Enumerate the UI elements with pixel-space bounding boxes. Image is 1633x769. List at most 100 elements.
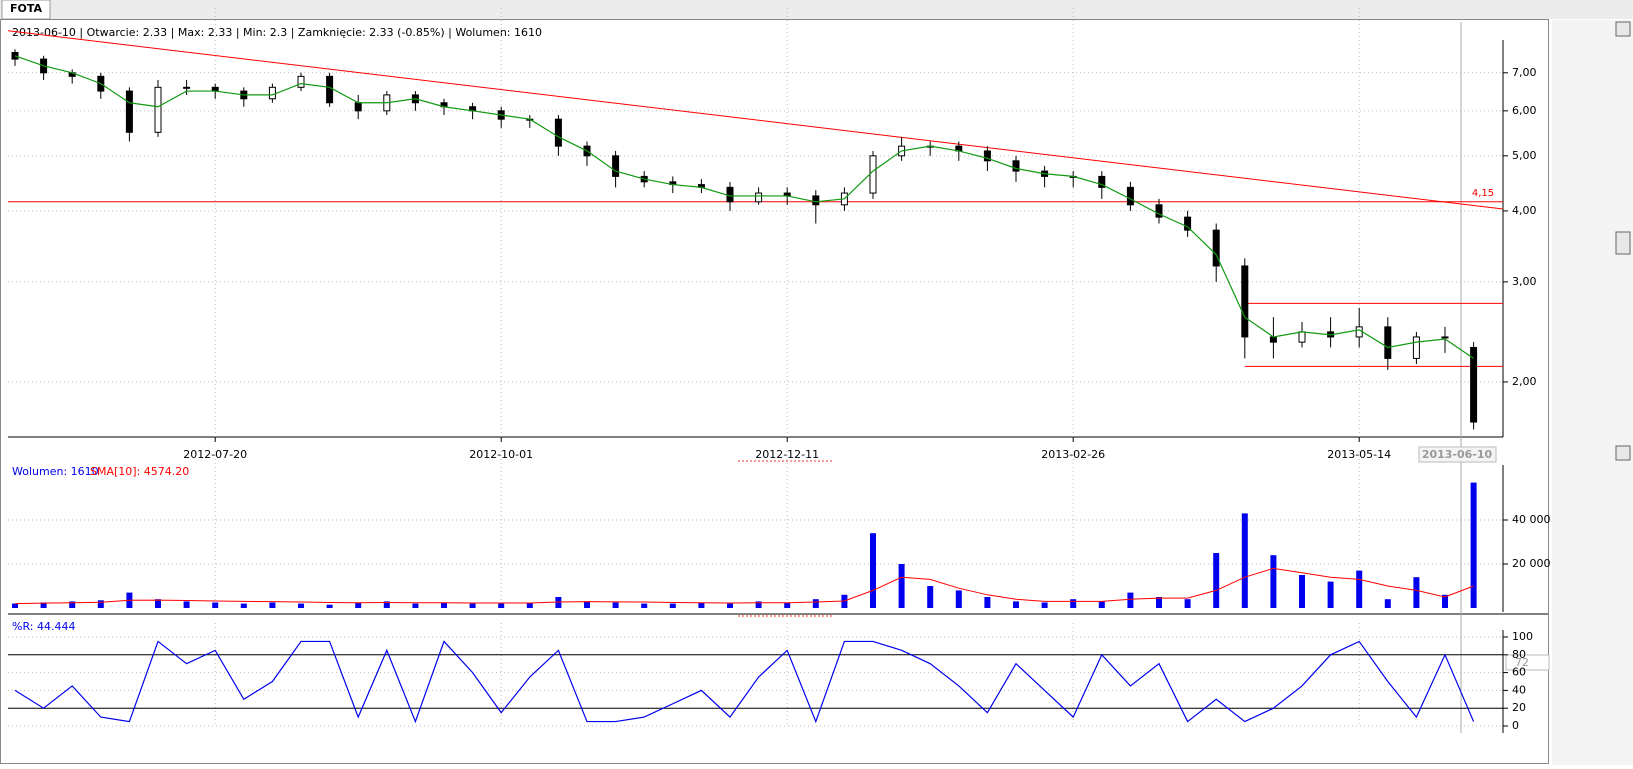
y-tick-label: 40 (1512, 683, 1526, 696)
candle-body (183, 86, 191, 89)
y-tick-label: 5,00 (1512, 149, 1537, 162)
y-tick-label: 2,00 (1512, 375, 1537, 388)
x-tick-label: 2012-12-11 (755, 448, 819, 461)
volume-bar (1098, 601, 1105, 608)
y-tick-label: 20 (1512, 701, 1526, 714)
x-tick-label: 2012-10-01 (469, 448, 533, 461)
y-tick-label: 40 000 (1512, 513, 1551, 526)
cursor-value-box (1505, 654, 1550, 671)
volume-bar (698, 602, 705, 608)
scroll-up[interactable] (1615, 21, 1631, 37)
y-tick-label: 0 (1512, 719, 1519, 732)
volume-bar (755, 601, 762, 608)
volume-bar (40, 602, 47, 608)
y-tick-label: 6,00 (1512, 104, 1537, 117)
volume-bar (69, 601, 76, 608)
volume-bar (784, 602, 791, 608)
volume-bar (469, 603, 476, 608)
volume-bar (155, 599, 161, 608)
scroll-thumb[interactable] (1615, 231, 1631, 255)
volume-bar (383, 601, 390, 608)
candle-body (1212, 229, 1220, 267)
candle-body (1126, 186, 1134, 206)
volume-bar (1070, 599, 1077, 608)
tab-bar (0, 0, 1633, 19)
volume-bar (240, 603, 247, 608)
candle-body (1184, 216, 1192, 231)
candle-body (1269, 336, 1277, 343)
candle-body (125, 90, 133, 133)
volume-bar (1184, 599, 1191, 608)
volume-bar (727, 603, 733, 608)
volume-bar (97, 600, 104, 608)
volume-bar (269, 602, 276, 608)
volume-bar (183, 601, 190, 608)
candle-body (812, 195, 820, 206)
y-tick-label: 4,00 (1512, 204, 1537, 217)
volume-bar (355, 602, 362, 608)
cursor-date-box (1418, 446, 1497, 463)
volume-bar (1327, 581, 1334, 608)
volume-bar (526, 602, 533, 608)
volume-bar (812, 599, 819, 608)
candle-body (1155, 204, 1163, 218)
candle-body (1470, 346, 1478, 423)
volume-bar (612, 602, 619, 608)
candle-body (1355, 326, 1363, 338)
volume-bar (441, 602, 447, 608)
volume-bar (1041, 602, 1048, 608)
candle-body (726, 186, 734, 203)
candle-body (1384, 326, 1392, 359)
candle-body (154, 86, 162, 133)
candle-body (869, 155, 877, 194)
volume-bar (1299, 575, 1305, 608)
y-tick-label: 60 (1512, 666, 1526, 679)
level-label: 4,15 (1472, 188, 1494, 199)
volume-bar (1013, 601, 1019, 608)
sma-line (14, 55, 1474, 359)
volume-bar (12, 603, 18, 608)
volume-bar (1156, 597, 1162, 608)
candle-body (1298, 331, 1306, 343)
volume-sma (14, 567, 1474, 605)
chart-frame (0, 19, 1549, 764)
x-tick-label: 2012-07-20 (183, 448, 247, 461)
x-tick-label: 2013-05-14 (1327, 448, 1391, 461)
volume-bar (984, 597, 991, 608)
y-tick-label: 7,00 (1512, 66, 1537, 79)
candle-body (612, 155, 620, 177)
y-tick-label: 100 (1512, 630, 1533, 643)
candle-body (1012, 160, 1020, 172)
candle-body (297, 75, 305, 88)
y-tick-label: 3,00 (1512, 275, 1537, 288)
volume-bar (898, 564, 905, 608)
volume-bar (1213, 553, 1220, 608)
candle-body (1441, 336, 1449, 339)
tab-label[interactable]: FOTA (10, 2, 43, 15)
candle-body (1241, 265, 1249, 338)
scroll-down[interactable] (1615, 445, 1631, 461)
candle-body (554, 118, 562, 147)
y-tick-label: 20 000 (1512, 557, 1551, 570)
scroll-area (1552, 20, 1633, 765)
volume-bar (584, 601, 590, 608)
candle-body (268, 86, 276, 100)
volume-bar (1384, 599, 1391, 608)
candle-body (326, 75, 334, 104)
volume-bar (1442, 594, 1448, 608)
y-tick-label: 80 (1512, 648, 1526, 661)
volume-bar (412, 603, 419, 608)
volume-bar (927, 586, 934, 608)
volume-bar (1356, 570, 1363, 608)
cursor-date: 2013-06-10 (1422, 448, 1493, 461)
legend-entry: SMA[10]: 4574.20 (90, 465, 189, 478)
volume-bar (1270, 555, 1277, 608)
trend-line (7, 30, 1504, 210)
legend-entry: Wolumen: 1610 (12, 465, 99, 478)
volume-bar (1413, 577, 1420, 608)
volume-bar (641, 603, 648, 608)
quote-info: 2013-06-10 | Otwarcie: 2.33 | Max: 2.33 … (12, 26, 542, 39)
x-tick-label: 2013-02-26 (1041, 448, 1105, 461)
volume-bar (498, 603, 505, 608)
